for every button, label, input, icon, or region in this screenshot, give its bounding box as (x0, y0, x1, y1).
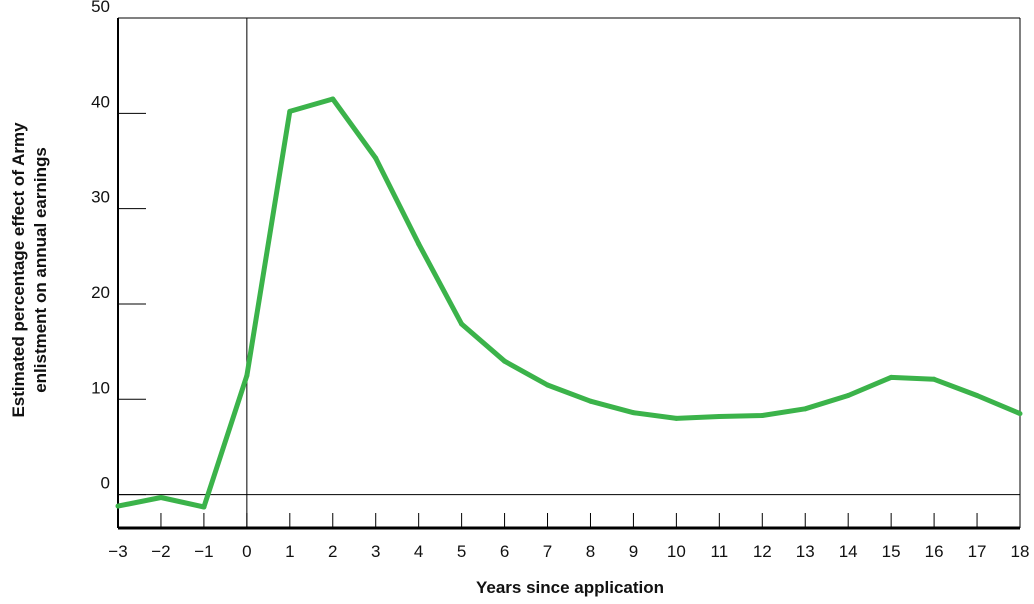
x-tick-label: 8 (586, 542, 595, 561)
data-point (802, 406, 808, 412)
x-tick-label: 1 (285, 542, 294, 561)
x-tick-label: −2 (151, 542, 170, 561)
data-point (716, 413, 722, 419)
x-tick-label: 10 (667, 542, 686, 561)
data-point (845, 392, 851, 398)
x-tick-label: −3 (108, 542, 127, 561)
y-tick-label: 40 (91, 92, 110, 111)
data-point (888, 374, 894, 380)
y-axis-title-line-1: Estimated percentage effect of Army (9, 122, 28, 418)
x-tick-label: 7 (543, 542, 552, 561)
x-tick-label: 0 (242, 542, 251, 561)
reference-lines (118, 18, 1020, 528)
data-point (459, 321, 465, 327)
x-tick-label: −1 (194, 542, 213, 561)
series-layer (115, 96, 1023, 510)
x-axis-title: Years since application (476, 578, 664, 597)
data-point (201, 504, 207, 510)
data-point (759, 413, 765, 419)
y-tick-label: 20 (91, 283, 110, 302)
x-tick-label: 3 (371, 542, 380, 561)
axis-titles: Years since application Estimated percen… (9, 122, 664, 597)
x-tick-label: 18 (1011, 542, 1030, 561)
y-tick-label: 50 (91, 0, 110, 16)
y-axis-title-line-2: enlistment on annual earnings (31, 147, 50, 393)
y-tick-label: 10 (91, 378, 110, 397)
data-point (373, 155, 379, 161)
data-point (330, 96, 336, 102)
x-tick-label: 17 (968, 542, 987, 561)
x-tick-label: 11 (711, 542, 729, 561)
x-tick-label: 6 (500, 542, 509, 561)
data-point (244, 372, 250, 378)
x-tick-label: 13 (796, 542, 815, 561)
data-point (1017, 411, 1023, 417)
data-point (287, 108, 293, 114)
x-tick-label: 4 (414, 542, 423, 561)
data-point (158, 494, 164, 500)
data-point (416, 241, 422, 247)
earnings-effect-series-line (117, 96, 1021, 510)
y-tick-label: 30 (91, 188, 110, 207)
data-point (630, 410, 636, 416)
data-point (545, 382, 551, 388)
data-point (974, 392, 980, 398)
data-point (673, 415, 679, 421)
data-point (115, 503, 121, 509)
x-tick-label: 9 (629, 542, 638, 561)
x-tick-label: 5 (457, 542, 466, 561)
x-axis-ticks: −3 −2 −1 0 1 2 3 4 5 6 7 8 9 10 11 12 13 14 15 16 17 18 (108, 513, 1029, 561)
x-tick-label: 14 (839, 542, 858, 561)
x-tick-label: 15 (882, 542, 901, 561)
data-point (587, 398, 593, 404)
y-axis-ticks: 0 10 20 30 40 50 (91, 0, 146, 496)
x-tick-label: 2 (328, 542, 337, 561)
data-point (931, 376, 937, 382)
x-tick-label: 12 (753, 542, 772, 561)
y-tick-label: 0 (101, 474, 110, 493)
data-point (502, 358, 508, 364)
x-tick-label: 16 (925, 542, 944, 561)
axes (117, 17, 1021, 530)
